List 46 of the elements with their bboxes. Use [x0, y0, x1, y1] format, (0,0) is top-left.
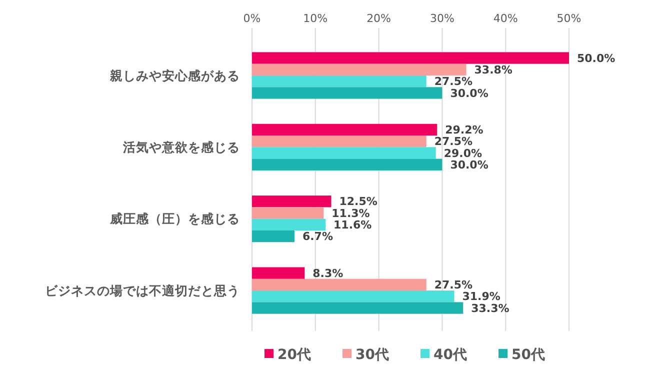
bar — [252, 124, 438, 136]
y-tick-label: 威圧感（圧）を感じる — [109, 211, 240, 226]
data-label: 12.5% — [339, 195, 378, 208]
data-label: 27.5% — [434, 278, 473, 292]
y-tick-label: 活気や意欲を感じる — [122, 140, 240, 155]
bar — [252, 196, 332, 208]
data-label: 11.6% — [334, 218, 372, 232]
bar — [252, 218, 326, 230]
bar — [252, 136, 426, 148]
x-tick-label: 10% — [303, 12, 328, 25]
bar — [252, 278, 426, 291]
x-tick-label: 0% — [243, 12, 261, 25]
data-label: 30.0% — [450, 86, 488, 100]
bar — [252, 52, 569, 64]
x-tick-label: 40% — [493, 12, 518, 25]
x-tick-label: 20% — [366, 12, 392, 25]
data-label: 30.0% — [450, 158, 488, 172]
x-tick-label: 30% — [430, 12, 454, 25]
bar — [252, 290, 454, 302]
bar — [252, 267, 305, 279]
data-label: 27.5% — [434, 75, 473, 88]
bar — [252, 64, 466, 76]
data-label: 33.3% — [471, 302, 510, 315]
bar — [252, 302, 464, 314]
data-label: 11.3% — [332, 206, 370, 220]
legend-label: 20代 — [278, 346, 311, 363]
bar — [252, 230, 294, 242]
y-tick-label: 親しみや安心感がある — [109, 68, 240, 83]
bar — [252, 87, 442, 99]
data-label: 29.2% — [445, 124, 484, 137]
data-label: 6.7% — [302, 230, 333, 244]
data-label: 33.8% — [474, 64, 512, 77]
bar — [252, 147, 436, 159]
data-label: 31.9% — [462, 290, 500, 304]
legend-label: 50代 — [512, 346, 545, 363]
data-label: 8.3% — [312, 266, 344, 280]
bar — [252, 75, 426, 88]
data-label: 29.0% — [444, 146, 482, 160]
data-label: 27.5% — [434, 135, 473, 148]
bar — [252, 207, 324, 219]
legend-label: 40代 — [434, 346, 467, 363]
bar — [252, 158, 442, 170]
legend-label: 30代 — [356, 346, 389, 363]
x-tick-label: 50% — [556, 12, 582, 25]
y-tick-label: ビジネスの場では不適切だと思う — [45, 282, 240, 298]
data-label: 50.0% — [577, 52, 616, 65]
